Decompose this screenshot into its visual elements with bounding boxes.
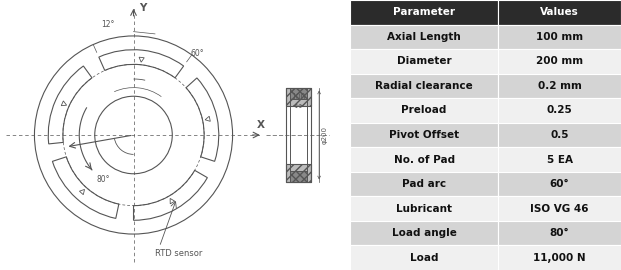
Text: 11,000 N: 11,000 N — [533, 253, 586, 263]
Text: 100 mm: 100 mm — [536, 32, 583, 42]
Text: 0.25: 0.25 — [546, 106, 573, 116]
Bar — [350, 172, 498, 196]
Text: 60°: 60° — [550, 179, 569, 189]
Bar — [350, 221, 498, 245]
Text: φ200: φ200 — [321, 126, 327, 144]
Bar — [286, 164, 311, 183]
Text: Y: Y — [138, 2, 146, 12]
Bar — [350, 245, 498, 270]
Text: Load: Load — [410, 253, 438, 263]
Bar — [350, 74, 498, 98]
Text: Pivot Offset: Pivot Offset — [389, 130, 459, 140]
Text: RTD sensor: RTD sensor — [155, 249, 202, 258]
Bar — [498, 49, 621, 74]
Bar — [290, 87, 307, 99]
Bar — [350, 25, 498, 49]
Bar — [286, 87, 311, 183]
Bar — [286, 87, 311, 106]
Bar — [350, 147, 498, 172]
Text: 100: 100 — [291, 93, 306, 102]
Text: Load angle: Load angle — [392, 228, 456, 238]
Bar — [498, 172, 621, 196]
Bar — [350, 98, 498, 123]
Text: Lubricant: Lubricant — [396, 204, 452, 214]
Text: No. of Pad: No. of Pad — [394, 154, 455, 164]
Bar — [350, 123, 498, 147]
Text: Preload: Preload — [401, 106, 446, 116]
Bar — [290, 87, 307, 99]
Text: Parameter: Parameter — [393, 7, 455, 17]
Text: Values: Values — [540, 7, 579, 17]
Bar — [290, 171, 307, 183]
Bar — [498, 123, 621, 147]
Bar — [498, 196, 621, 221]
Text: 5 EA: 5 EA — [546, 154, 573, 164]
Text: 12°: 12° — [101, 20, 114, 29]
Bar — [350, 49, 498, 74]
Bar — [290, 171, 307, 183]
Bar — [498, 245, 621, 270]
Bar — [498, 98, 621, 123]
Bar — [498, 221, 621, 245]
Text: 0.5: 0.5 — [550, 130, 569, 140]
Text: 200 mm: 200 mm — [536, 56, 583, 66]
Text: ISO VG 46: ISO VG 46 — [530, 204, 589, 214]
Text: 80°: 80° — [550, 228, 569, 238]
Text: Diameter: Diameter — [397, 56, 451, 66]
Text: 0.2 mm: 0.2 mm — [538, 81, 581, 91]
Text: X: X — [257, 120, 265, 130]
Bar — [498, 74, 621, 98]
Text: 80°: 80° — [97, 175, 110, 184]
Text: Axial Length: Axial Length — [388, 32, 461, 42]
Bar — [350, 196, 498, 221]
Bar — [286, 87, 311, 106]
Bar — [350, 0, 498, 25]
Text: 60°: 60° — [191, 49, 204, 58]
Bar — [498, 0, 621, 25]
Bar — [286, 164, 311, 183]
Text: Pad arc: Pad arc — [402, 179, 446, 189]
Bar — [498, 147, 621, 172]
Bar — [498, 25, 621, 49]
Text: Radial clearance: Radial clearance — [375, 81, 473, 91]
